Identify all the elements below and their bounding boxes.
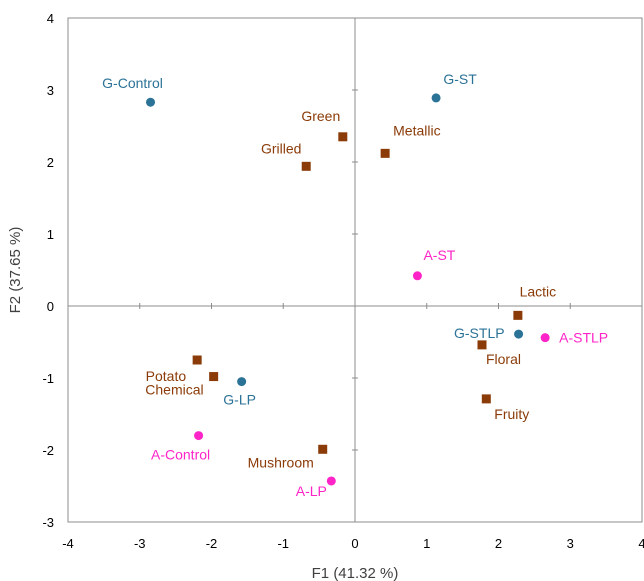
y-tick-label: 0	[47, 299, 54, 314]
x-tick-label: 4	[638, 536, 644, 551]
point-label-floral: Floral	[486, 351, 521, 367]
point-g-lp	[237, 377, 247, 387]
point-label-g-stlp: G-STLP	[454, 325, 505, 341]
point-label-a-stlp: A-STLP	[559, 330, 608, 346]
x-tick-label: 0	[351, 536, 358, 551]
point-label-a-lp: A-LP	[296, 483, 327, 499]
y-tick-label: 3	[47, 83, 54, 98]
point-g-st	[431, 93, 441, 103]
point-g-stlp	[514, 329, 524, 339]
y-tick-label: 2	[47, 155, 54, 170]
point-label-lactic: Lactic	[520, 283, 557, 299]
x-tick-label: -2	[206, 536, 218, 551]
y-tick-label: -2	[42, 443, 54, 458]
point-label-mushroom: Mushroom	[248, 454, 314, 470]
point-label-chemical: Chemical	[145, 382, 203, 398]
x-tick-label: 1	[423, 536, 430, 551]
point-lactic	[513, 310, 523, 320]
x-axis-title: F1 (41.32 %)	[312, 565, 399, 581]
point-green	[338, 132, 348, 142]
x-tick-label: -4	[62, 536, 74, 551]
point-label-grilled: Grilled	[261, 140, 301, 156]
x-tick-label: -3	[134, 536, 146, 551]
point-label-a-control: A-Control	[151, 447, 210, 463]
point-label-g-lp: G-LP	[223, 392, 256, 408]
point-a-stlp	[540, 333, 550, 343]
point-mushroom	[318, 444, 328, 454]
y-tick-label: 1	[47, 227, 54, 242]
y-tick-label: 4	[47, 11, 54, 26]
point-fruity	[481, 394, 491, 404]
point-floral	[477, 340, 487, 350]
x-tick-label: 3	[567, 536, 574, 551]
axes-layer: -4 -3 -2 -1 0 1 2 3 4 -3 -2 -1 0 1 2 3 4	[42, 11, 644, 551]
point-potato	[192, 355, 202, 365]
point-metallic	[380, 148, 390, 158]
point-a-lp	[326, 476, 336, 486]
point-label-green: Green	[301, 108, 340, 124]
point-label-metallic: Metallic	[393, 122, 440, 138]
points-layer: G-Control G-ST G-STLP G-LP A-ST A-STLP A-Contr…	[102, 71, 608, 499]
point-label-a-st: A-ST	[423, 247, 455, 263]
point-label-g-st: G-ST	[443, 71, 477, 87]
point-a-st	[412, 271, 422, 281]
x-tick-label: -1	[277, 536, 289, 551]
point-chemical	[209, 372, 219, 382]
y-tick-label: -3	[42, 515, 54, 530]
point-grilled	[301, 161, 311, 171]
point-a-control	[194, 431, 204, 441]
y-axis-title: F2 (37.65 %)	[7, 227, 24, 314]
y-tick-label: -1	[42, 371, 54, 386]
x-tick-label: 2	[495, 536, 502, 551]
point-label-g-control: G-Control	[102, 75, 163, 91]
point-label-potato: Potato	[146, 368, 187, 384]
point-g-control	[146, 97, 156, 107]
point-label-fruity: Fruity	[494, 406, 529, 422]
